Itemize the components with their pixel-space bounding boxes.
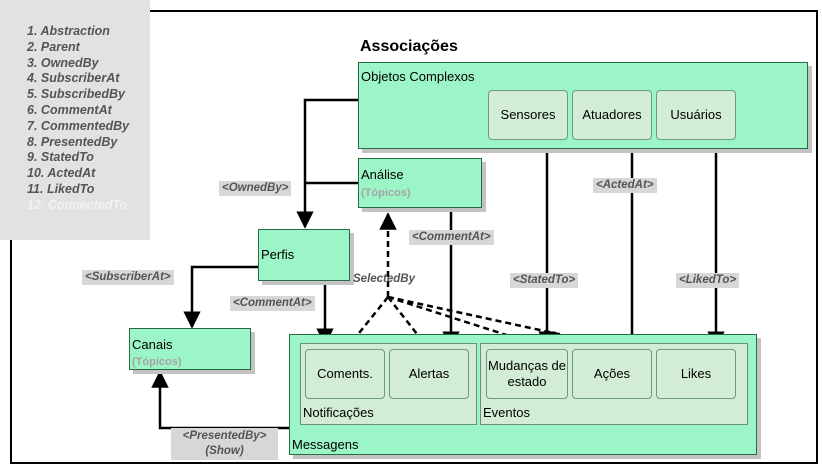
- edge-label-liked-to: <LikedTo>: [676, 273, 740, 288]
- legend-item: 10. ActedAt: [27, 166, 96, 181]
- node-coments: Coments.: [305, 349, 385, 399]
- legend-item: 5. SubscribedBy: [27, 87, 125, 102]
- legend-item: 4. SubscriberAt: [27, 71, 120, 86]
- legend-item: 2. Parent: [27, 39, 80, 54]
- subscriber-at-connector: [183, 265, 258, 329]
- edge-label-acted-at: <ActedAt>: [593, 178, 657, 193]
- node-analise-label: Análise: [361, 167, 404, 182]
- node-acoes: Ações: [572, 349, 652, 399]
- selected-by-mudancas-link: [387, 295, 548, 350]
- node-canais-sublabel: (Tópicos): [132, 356, 182, 368]
- legend-item: 1. Abstraction: [27, 24, 110, 38]
- edge-label-subscriber-at: <SubscriberAt>: [82, 270, 174, 285]
- legend-item: 11. LikedTo: [27, 181, 95, 196]
- edge-label-comment-at-analise: <CommentAt>: [409, 230, 494, 245]
- legend-item: 7. CommentedBy: [27, 118, 130, 133]
- edge-label-comment-at-perfis: <CommentAt>: [230, 296, 315, 311]
- node-objetos-complexos-label: Objetos Complexos: [361, 69, 475, 84]
- node-notificacoes-label: Notificações: [303, 405, 374, 420]
- node-mudancas-de-estado: Mudanças de estado: [486, 349, 568, 399]
- legend-item: 6. CommentAt: [27, 102, 112, 117]
- node-atuadores: Atuadores: [572, 90, 652, 140]
- edge-label-presented-by-text: <PresentedBy>: [182, 430, 267, 442]
- edge-label-owned-by: <OwnedBy>: [219, 181, 292, 196]
- node-analise: Análise (Tópicos): [358, 158, 482, 208]
- diagram-title: Associações: [360, 38, 458, 55]
- legend-item: 12. ConnectedTo: [27, 197, 128, 212]
- edge-label-presented-by: <PresentedBy> (Show): [171, 428, 278, 460]
- owned-by-connector: [296, 98, 358, 229]
- edge-label-selected-by: SelectedBy: [353, 273, 416, 285]
- presented-by-connector: [151, 370, 291, 430]
- legend-item: 3. OwnedBy: [27, 55, 99, 70]
- node-alertas: Alertas: [389, 349, 469, 399]
- association-legend: 1. Abstraction 2. Parent 3. OwnedBy 4. S…: [0, 0, 150, 240]
- edge-label-stated-to: <StatedTo>: [510, 273, 579, 288]
- node-eventos-label: Eventos: [483, 405, 530, 420]
- legend-item: 9. StatedTo: [27, 150, 94, 165]
- node-analise-sublabel: (Tópicos): [361, 187, 411, 199]
- legend-item: 8. PresentedBy: [27, 134, 118, 149]
- selected-by-acoes-link: [387, 295, 633, 352]
- node-perfis: Perfis: [258, 229, 350, 281]
- node-likes: Likes: [656, 349, 736, 399]
- node-messagens-label: Messagens: [292, 437, 359, 452]
- node-canais: Canais (Tópicos): [129, 328, 251, 370]
- node-usuarios: Usuários: [656, 90, 736, 140]
- edge-label-show-text: (Show): [205, 445, 244, 457]
- node-sensores: Sensores: [488, 90, 568, 140]
- node-canais-label: Canais: [132, 337, 173, 352]
- node-perfis-label: Perfis: [261, 247, 295, 262]
